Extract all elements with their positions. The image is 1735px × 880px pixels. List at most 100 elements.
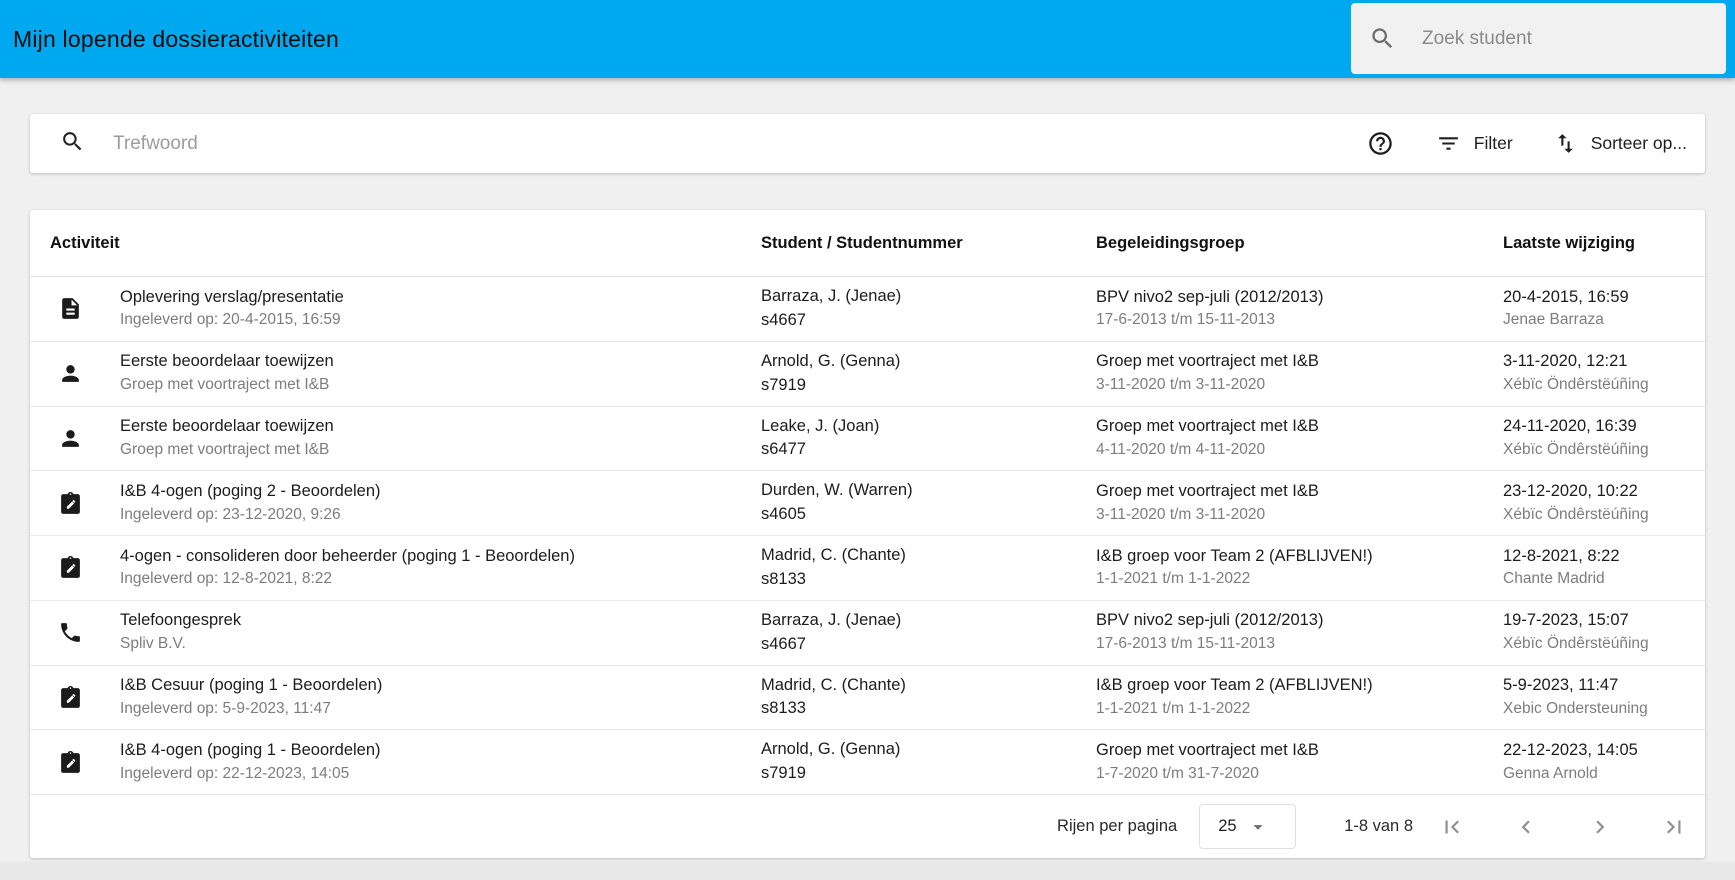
- student-name: Leake, J. (Joan): [761, 416, 880, 435]
- keyword-search-input[interactable]: [111, 131, 1367, 156]
- group-period: 4-11-2020 t/m 4-11-2020: [1096, 440, 1266, 458]
- group-name: BPV nivo2 sep-juli (2012/2013): [1096, 611, 1324, 630]
- sort-icon: [1557, 134, 1573, 153]
- assignment-edit-icon: [58, 491, 83, 516]
- activity-title: 4-ogen - consolideren door beheerder (po…: [120, 546, 575, 565]
- rows-per-page-select[interactable]: 25: [1199, 804, 1297, 849]
- student-name: Durden, W. (Warren): [761, 481, 913, 500]
- activity-subtitle: Ingeleverd op: 12-8-2021, 8:22: [120, 570, 332, 588]
- first-page-button[interactable]: [1439, 814, 1465, 840]
- activity-subtitle: Ingeleverd op: 23-12-2020, 9:26: [120, 505, 341, 523]
- chevron-left-icon: [1521, 820, 1530, 833]
- activity-subtitle: Ingeleverd op: 5-9-2023, 11:47: [120, 699, 331, 717]
- modified-by-name: Chante Madrid: [1503, 570, 1605, 588]
- student-name: Arnold, G. (Genna): [761, 351, 901, 370]
- group-period: 17-6-2013 t/m 15-11-2013: [1096, 635, 1275, 653]
- group-name: BPV nivo2 sep-juli (2012/2013): [1096, 287, 1324, 306]
- search-icon: [1372, 28, 1393, 49]
- student-name: Barraza, J. (Jenae): [761, 610, 902, 629]
- table-body: Oplevering verslag/presentatie Ingelever…: [30, 277, 1705, 795]
- modified-by-name: Xébïc Öndêrstëúñing: [1503, 440, 1649, 458]
- student-name: Madrid, C. (Chante): [761, 675, 906, 694]
- modified-by-name: Xébïc Öndêrstëúñing: [1503, 505, 1649, 523]
- modified-datetime: 3-11-2020, 12:21: [1503, 352, 1628, 371]
- page-range-label: 1-8 van 8: [1344, 817, 1413, 835]
- help-button[interactable]: [1367, 130, 1394, 157]
- previous-page-button[interactable]: [1513, 814, 1539, 840]
- student-name: Barraza, J. (Jenae): [761, 287, 902, 306]
- chevron-right-icon: [1596, 820, 1605, 833]
- column-header-activiteit: Activiteit: [50, 233, 120, 252]
- student-number: s8133: [761, 699, 806, 718]
- student-number: s4667: [761, 634, 806, 653]
- table-row[interactable]: Oplevering verslag/presentatie Ingelever…: [30, 277, 1705, 342]
- sort-button[interactable]: Sorteer op...: [1553, 131, 1687, 156]
- group-period: 17-6-2013 t/m 15-11-2013: [1096, 311, 1275, 329]
- table-row[interactable]: I&B 4-ogen (poging 2 - Beoordelen) Ingel…: [30, 471, 1705, 536]
- group-name: Groep met voortraject met I&B: [1096, 352, 1319, 371]
- activity-title: Telefoongesprek: [120, 611, 242, 630]
- assignment-edit-icon: [58, 750, 83, 775]
- activity-title: Eerste beoordelaar toewijzen: [120, 417, 334, 436]
- modified-datetime: 5-9-2023, 11:47: [1503, 676, 1619, 695]
- modified-by-name: Xebic Ondersteuning: [1503, 699, 1648, 717]
- table-row[interactable]: Eerste beoordelaar toewijzen Groep met v…: [30, 406, 1705, 472]
- filter-label: Filter: [1473, 133, 1513, 153]
- activity-subtitle: Ingeleverd op: 22-12-2023, 14:05: [120, 764, 350, 782]
- sort-label: Sorteer op...: [1590, 133, 1687, 153]
- person-icon: [58, 361, 83, 386]
- help-icon: [1369, 132, 1392, 155]
- modified-datetime: 23-12-2020, 10:22: [1503, 481, 1638, 500]
- modified-datetime: 22-12-2023, 14:05: [1503, 740, 1638, 759]
- student-number: s6477: [761, 440, 806, 459]
- modified-by-name: Genna Arnold: [1503, 764, 1598, 782]
- group-period: 1-7-2020 t/m 31-7-2020: [1096, 764, 1259, 782]
- filter-icon: [1438, 137, 1458, 150]
- student-number: s7919: [761, 764, 806, 783]
- student-number: s4605: [761, 505, 806, 524]
- filter-button[interactable]: Filter: [1436, 131, 1513, 156]
- column-header-student: Student / Studentnummer: [761, 233, 963, 252]
- modified-by-name: Jenae Barraza: [1503, 311, 1604, 329]
- assignment-edit-icon: [58, 685, 83, 710]
- keyword-search-icon: [60, 129, 85, 159]
- group-name: I&B groep voor Team 2 (AFBLIJVEN!): [1096, 546, 1373, 565]
- table-header-row: Activiteit Student / Studentnummer Begel…: [30, 210, 1705, 277]
- activity-title: I&B 4-ogen (poging 2 - Beoordelen): [120, 481, 381, 500]
- modified-datetime: 12-8-2021, 8:22: [1503, 546, 1620, 565]
- last-page-icon: [1667, 820, 1681, 833]
- app-header: Mijn lopende dossieractiviteiten: [0, 0, 1735, 78]
- last-page-button[interactable]: [1661, 814, 1687, 840]
- modified-datetime: 20-4-2015, 16:59: [1503, 287, 1629, 306]
- student-name: Arnold, G. (Genna): [761, 740, 901, 759]
- group-name: I&B groep voor Team 2 (AFBLIJVEN!): [1096, 676, 1373, 695]
- group-period: 1-1-2021 t/m 1-1-2022: [1096, 570, 1251, 588]
- filter-toolbar: Filter Sorteer op...: [30, 114, 1705, 173]
- rows-per-page-value: 25: [1218, 817, 1237, 835]
- activity-title: I&B 4-ogen (poging 1 - Beoordelen): [120, 740, 381, 759]
- column-header-begeleidingsgroep: Begeleidingsgroep: [1096, 233, 1245, 252]
- table-row[interactable]: I&B 4-ogen (poging 1 - Beoordelen) Ingel…: [30, 730, 1705, 795]
- activity-title: Eerste beoordelaar toewijzen: [120, 352, 334, 371]
- activity-subtitle: Ingeleverd op: 20-4-2015, 16:59: [120, 311, 341, 329]
- activity-subtitle: Groep met voortraject met I&B: [120, 376, 330, 394]
- table-row[interactable]: 4-ogen - consolideren door beheerder (po…: [30, 536, 1705, 601]
- student-name: Madrid, C. (Chante): [761, 546, 906, 565]
- rows-per-page-label: Rijen per pagina: [1057, 817, 1178, 835]
- dropdown-caret-icon: [1252, 824, 1263, 830]
- table-row[interactable]: Eerste beoordelaar toewijzen Groep met v…: [30, 341, 1705, 407]
- student-search-box[interactable]: [1351, 3, 1726, 74]
- modified-datetime: 24-11-2020, 16:39: [1503, 417, 1637, 436]
- group-name: Groep met voortraject met I&B: [1096, 417, 1319, 436]
- student-search-input[interactable]: [1420, 26, 1708, 51]
- assignment-edit-icon: [58, 555, 83, 580]
- activities-table: Activiteit Student / Studentnummer Begel…: [30, 210, 1705, 858]
- table-row[interactable]: I&B Cesuur (poging 1 - Beoordelen) Ingel…: [30, 665, 1705, 731]
- table-row[interactable]: Telefoongesprek Spliv B.V. Barraza, J. (…: [30, 600, 1705, 666]
- document-icon: [58, 296, 83, 321]
- next-page-button[interactable]: [1587, 814, 1613, 840]
- group-period: 1-1-2021 t/m 1-1-2022: [1096, 699, 1251, 717]
- modified-by-name: Xébïc Öndêrstëúñing: [1503, 376, 1649, 394]
- group-period: 3-11-2020 t/m 3-11-2020: [1096, 505, 1266, 523]
- phone-icon: [58, 620, 83, 645]
